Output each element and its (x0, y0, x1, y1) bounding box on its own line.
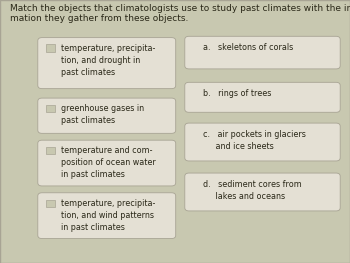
Text: d.   sediment cores from
     lakes and oceans: d. sediment cores from lakes and oceans (203, 180, 302, 201)
Text: c.   air pockets in glaciers
     and ice sheets: c. air pockets in glaciers and ice sheet… (203, 130, 306, 151)
Text: greenhouse gases in
past climates: greenhouse gases in past climates (61, 104, 144, 125)
FancyBboxPatch shape (38, 193, 176, 239)
Text: temperature and com-
position of ocean water
in past climates: temperature and com- position of ocean w… (61, 146, 156, 179)
Text: temperature, precipita-
tion, and drought in
past climates: temperature, precipita- tion, and drough… (61, 44, 156, 77)
Text: a.   skeletons of corals: a. skeletons of corals (203, 43, 293, 52)
Text: mation they gather from these objects.: mation they gather from these objects. (10, 14, 189, 23)
FancyBboxPatch shape (38, 140, 176, 186)
FancyBboxPatch shape (46, 105, 55, 112)
FancyBboxPatch shape (46, 44, 55, 52)
Text: Match the objects that climatologists use to study past climates with the infor-: Match the objects that climatologists us… (10, 4, 350, 13)
FancyBboxPatch shape (185, 36, 340, 69)
FancyBboxPatch shape (46, 147, 55, 154)
FancyBboxPatch shape (185, 82, 340, 112)
FancyBboxPatch shape (38, 98, 176, 133)
FancyBboxPatch shape (185, 173, 340, 211)
FancyBboxPatch shape (46, 200, 55, 207)
Text: b.   rings of trees: b. rings of trees (203, 89, 271, 98)
FancyBboxPatch shape (38, 38, 176, 89)
FancyBboxPatch shape (185, 123, 340, 161)
Text: temperature, precipita-
tion, and wind patterns
in past climates: temperature, precipita- tion, and wind p… (61, 199, 156, 232)
